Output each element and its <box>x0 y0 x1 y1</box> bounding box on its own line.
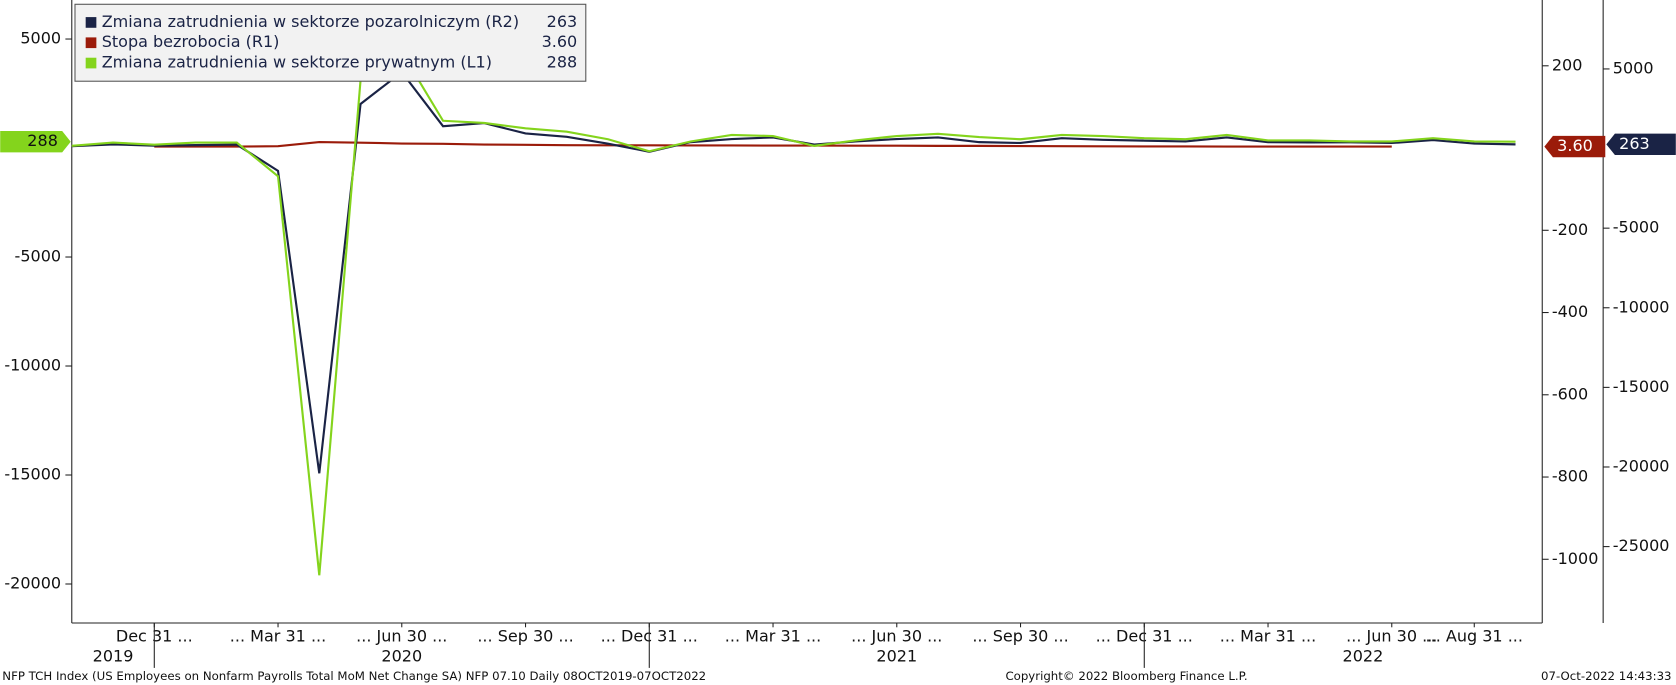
legend-value: 263 <box>547 12 578 31</box>
y2-tick-label: -1000 <box>1552 549 1599 568</box>
year-label: 2022 <box>1343 647 1384 666</box>
y-tick-label: -15000 <box>4 465 61 484</box>
legend: Zmiana zatrudnienia w sektorze pozarolni… <box>74 3 587 82</box>
value-tag-label: 263 <box>1619 134 1650 153</box>
legend-label: Stopa bezrobocia (R1) <box>102 32 280 51</box>
x-tick-label: ... Jun 30 ... <box>851 626 942 645</box>
footer-left: NFP TCH Index (US Employees on Nonfarm P… <box>2 669 706 683</box>
y3-tick-label: -10000 <box>1613 297 1670 316</box>
y3-tick-label: -20000 <box>1613 456 1670 475</box>
x-tick-label: ... Mar 31 ... <box>230 626 326 645</box>
footer-right: 07-Oct-2022 14:43:33 <box>1541 669 1671 683</box>
year-label: 2020 <box>381 647 422 666</box>
legend-value: 3.60 <box>542 32 578 51</box>
x-tick-label: ... Sep 30 ... <box>477 626 573 645</box>
y3-tick-label: 5000 <box>1613 58 1654 77</box>
x-tick-label: ... Sep 30 ... <box>972 626 1068 645</box>
x-tick-label: ... Aug 31 ... <box>1426 626 1523 645</box>
y2-tick-label: -800 <box>1552 467 1588 486</box>
year-label: 2021 <box>876 647 917 666</box>
series-line <box>71 50 1516 576</box>
legend-swatch <box>85 37 97 49</box>
y-tick-label: -5000 <box>15 247 62 266</box>
x-tick-label: ... Mar 31 ... <box>1220 626 1316 645</box>
x-tick-label: ... Jun 30 ... <box>356 626 447 645</box>
value-tag-label: 3.60 <box>1557 136 1593 155</box>
y-tick-label: 5000 <box>20 29 61 48</box>
y-tick-label: -20000 <box>4 573 61 592</box>
y3-tick-label: -15000 <box>1613 377 1670 396</box>
legend-box <box>74 3 587 82</box>
y2-tick-label: -200 <box>1552 220 1588 239</box>
y3-tick-label: -5000 <box>1613 218 1660 237</box>
legend-label: Zmiana zatrudnienia w sektorze pozarolni… <box>102 12 519 31</box>
y2-tick-label: 200 <box>1552 55 1583 74</box>
year-label: 2019 <box>93 647 134 666</box>
value-tag <box>0 131 71 153</box>
y2-tick-label: -400 <box>1552 302 1588 321</box>
y2-tick-label: -600 <box>1552 384 1588 403</box>
value-tag <box>1544 135 1606 158</box>
series-line <box>154 140 1392 148</box>
legend-label: Zmiana zatrudnienia w sektorze prywatnym… <box>102 53 492 72</box>
y-tick-label: -10000 <box>4 356 61 375</box>
value-tag-label: 288 <box>27 131 58 150</box>
legend-swatch <box>85 57 97 69</box>
x-tick-label: ... Jun 30 ... <box>1346 626 1437 645</box>
footer-center: Copyright© 2022 Bloomberg Finance L.P. <box>1005 669 1247 683</box>
legend-swatch <box>85 17 97 28</box>
value-tag <box>1606 133 1676 156</box>
y3-tick-label: -25000 <box>1613 536 1670 555</box>
x-tick-label: ... Mar 31 ... <box>725 626 821 645</box>
legend-value: 288 <box>547 53 578 72</box>
